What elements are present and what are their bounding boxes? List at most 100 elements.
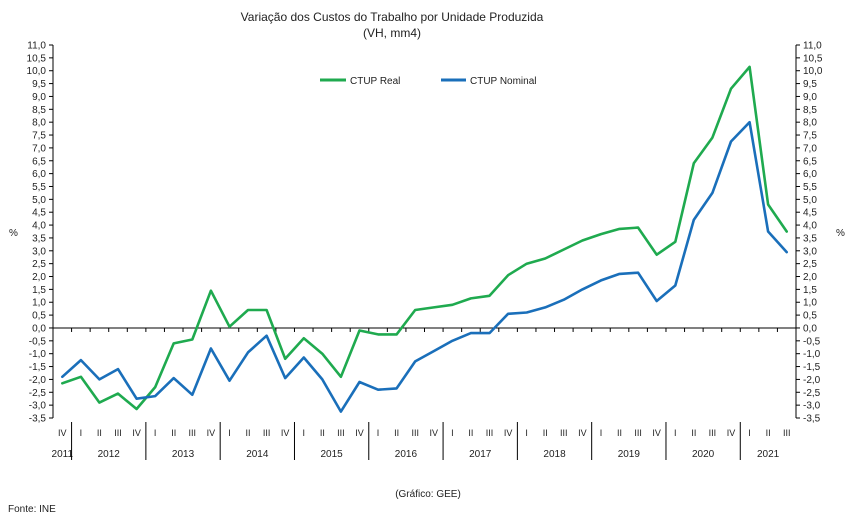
x-quarter-label: II xyxy=(617,428,622,438)
x-quarter-label: I xyxy=(377,428,380,438)
x-quarter-label: I xyxy=(451,428,454,438)
series-line-ctup-nominal xyxy=(60,120,789,413)
y-tick-label-left: 4,0 xyxy=(32,221,46,232)
y-axis-ticks-right: 11,010,5 10,0 9,5 9,0 8,5 8,0 7,57,0 6,5 6,0 5,5 5… xyxy=(796,41,823,425)
x-quarter-label: IV xyxy=(578,428,587,438)
y-tick-label-right: 7,0 xyxy=(803,143,817,154)
y-tick-label-right: 1,0 xyxy=(803,298,817,309)
y-tick-label-left: 10,0 xyxy=(27,66,47,77)
x-year-label: 2014 xyxy=(246,449,269,460)
y-tick-label-left: 4,5 xyxy=(32,208,46,219)
y-tick-label-left: 10,5 xyxy=(27,53,47,64)
x-quarter-label: II xyxy=(97,428,102,438)
y-tick-label-right: 1,5 xyxy=(803,285,817,296)
chart-title: Variação dos Custos do Trabalho por Unid… xyxy=(241,10,544,24)
x-quarter-label: II xyxy=(691,428,696,438)
x-quarter-label: II xyxy=(171,428,176,438)
y-tick-label-left: -2,0 xyxy=(29,375,47,386)
y-tick-label-right: 2,5 xyxy=(803,259,817,270)
y-tick-label-left: -1,0 xyxy=(29,349,47,360)
legend-label-real: CTUP Real xyxy=(350,76,400,87)
x-year-label: 2021 xyxy=(757,449,780,460)
chart-subtitle: (VH, mm4) xyxy=(363,26,421,40)
y-tick-label-left: 9,5 xyxy=(32,79,46,90)
x-quarter-label: II xyxy=(543,428,548,438)
x-quarter-label: IV xyxy=(132,428,141,438)
x-quarter-label: III xyxy=(709,428,717,438)
y-tick-label-right: 6,0 xyxy=(803,169,817,180)
x-quarter-label: II xyxy=(766,428,771,438)
y-tick-label-right: 8,5 xyxy=(803,105,817,116)
y-tick-label-right: -3,0 xyxy=(803,401,821,412)
y-tick-label-right: 2,0 xyxy=(803,272,817,283)
x-quarter-label: II xyxy=(246,428,251,438)
y-tick-label-left: -2,5 xyxy=(29,388,47,399)
y-tick-label-left: 7,0 xyxy=(32,143,46,154)
y-tick-label-right: 4,5 xyxy=(803,208,817,219)
x-quarter-label: I xyxy=(80,428,83,438)
y-tick-label-right: 4,0 xyxy=(803,221,817,232)
series-lines xyxy=(60,65,789,413)
y-tick-label-left: 6,0 xyxy=(32,169,46,180)
x-year-label: 2011 xyxy=(52,449,74,460)
x-quarter-label: II xyxy=(320,428,325,438)
x-axis: IV I II III IV I II III IV I II III IV I II III IV I II III… xyxy=(52,327,797,460)
y-tick-label-right: -2,0 xyxy=(803,375,821,386)
x-quarter-label: III xyxy=(486,428,494,438)
y-tick-label-left: 5,0 xyxy=(32,195,46,206)
y-tick-label-left: -1,5 xyxy=(29,362,47,373)
x-quarter-label: I xyxy=(525,428,528,438)
y-tick-label-left: 1,5 xyxy=(32,285,46,296)
legend-label-nominal: CTUP Nominal xyxy=(470,76,537,87)
y-tick-label-left: 3,5 xyxy=(32,233,46,244)
y-tick-label-left: 11,0 xyxy=(27,41,46,52)
y-tick-label-right: -3,5 xyxy=(803,414,821,425)
source-note: Fonte: INE xyxy=(8,504,56,515)
y-tick-label-right: -1,5 xyxy=(803,362,821,373)
x-quarter-label: I xyxy=(600,428,603,438)
x-quarter-label: III xyxy=(560,428,568,438)
y-tick-label-left: 3,0 xyxy=(32,246,46,257)
y-tick-label-left: -0,5 xyxy=(29,336,47,347)
x-quarter-label: IV xyxy=(430,428,439,438)
x-quarter-label: IV xyxy=(355,428,364,438)
x-quarter-label: I xyxy=(748,428,751,438)
y-tick-label-right: 0,5 xyxy=(803,311,817,322)
y-axis-label-left: % xyxy=(9,228,18,239)
y-tick-label-right: 5,5 xyxy=(803,182,817,193)
x-quarter-label: IV xyxy=(207,428,216,438)
y-tick-label-right: -0,5 xyxy=(803,336,821,347)
y-tick-label-left: -3,0 xyxy=(29,401,47,412)
x-quarter-label: III xyxy=(263,428,271,438)
y-tick-label-right: 3,5 xyxy=(803,233,817,244)
y-tick-label-left: 0,0 xyxy=(32,323,46,334)
y-tick-label-right: -2,5 xyxy=(803,388,821,399)
series-line-ctup-real xyxy=(60,65,789,411)
x-quarter-label: IV xyxy=(504,428,513,438)
y-tick-label-left: 8,0 xyxy=(32,118,46,129)
y-tick-label-left: 2,0 xyxy=(32,272,46,283)
x-quarter-label: I xyxy=(303,428,306,438)
x-year-label: 2016 xyxy=(395,449,418,460)
x-year-label: 2015 xyxy=(321,449,344,460)
x-quarter-label: III xyxy=(411,428,419,438)
x-quarter-label: II xyxy=(468,428,473,438)
x-quarter-label: III xyxy=(337,428,345,438)
y-tick-label-right: 8,0 xyxy=(803,118,817,129)
y-axis-label-right: % xyxy=(836,228,845,239)
x-quarter-label: I xyxy=(154,428,157,438)
y-tick-label-right: 3,0 xyxy=(803,246,817,257)
x-year-label: 2018 xyxy=(543,449,566,460)
y-tick-label-right: 7,5 xyxy=(803,131,817,142)
y-tick-label-right: 11,0 xyxy=(803,41,822,52)
y-tick-label-left: 6,5 xyxy=(32,156,46,167)
x-quarter-label: III xyxy=(189,428,197,438)
y-tick-label-left: 1,0 xyxy=(32,298,46,309)
x-quarter-label: II xyxy=(394,428,399,438)
x-quarter-label: I xyxy=(674,428,677,438)
y-tick-label-right: 9,5 xyxy=(803,79,817,90)
y-tick-label-left: 2,5 xyxy=(32,259,46,270)
x-year-label: 2013 xyxy=(172,449,195,460)
y-tick-label-left: 9,0 xyxy=(32,92,46,103)
